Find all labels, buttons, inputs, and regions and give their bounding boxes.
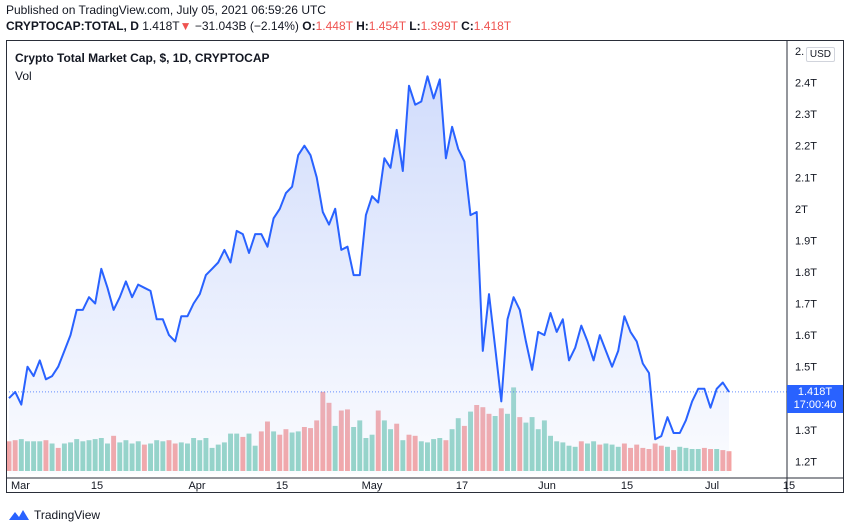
x-tick-label: 15 xyxy=(621,480,633,492)
y-tick-label: 1.5T xyxy=(795,362,817,374)
x-tick-label: Jun xyxy=(538,480,556,492)
currency-button[interactable]: USD xyxy=(805,47,835,62)
low-label: L: xyxy=(409,19,421,33)
chart-svg[interactable]: 1.2T 1.3T 1.5T 1.6T 1.7T 1.8T 1.9T 2T 2.1T 2.2T 2.… xyxy=(7,41,843,492)
last-price: 1.418T xyxy=(142,19,180,33)
y-tick-label: 1.7T xyxy=(795,299,817,311)
high-label: H: xyxy=(356,19,369,33)
y-tick-label: 2.4T xyxy=(795,78,817,90)
y-tick-label: 1.2T xyxy=(795,456,817,468)
x-tick-label: 15 xyxy=(276,480,288,492)
legend-title: Crypto Total Market Cap, $, 1D, CRYPTOCA… xyxy=(15,51,270,65)
y-tick-label: 2.3T xyxy=(795,109,817,121)
chart-header: Published on TradingView.com, July 05, 2… xyxy=(6,2,511,34)
y-tick-label: 2.1T xyxy=(795,172,817,184)
x-tick-label: Jul xyxy=(705,480,719,492)
published-line: Published on TradingView.com, July 05, 2… xyxy=(6,3,326,17)
y-tick-label: 1.8T xyxy=(795,267,817,279)
y-tick-label: 1.9T xyxy=(795,235,817,247)
x-tick-label: Apr xyxy=(188,480,205,492)
x-tick-label: May xyxy=(362,480,383,492)
x-tick-label: 15 xyxy=(91,480,103,492)
area-fill xyxy=(9,76,729,475)
y-tick-label: 2. xyxy=(795,46,804,58)
high-value: 1.454T xyxy=(368,19,406,33)
down-arrow-icon: ▼ xyxy=(179,19,192,33)
legend-vol: Vol xyxy=(15,69,32,83)
symbol-label: CRYPTOCAP:TOTAL, D xyxy=(6,19,139,33)
x-tick-label: 15 xyxy=(783,480,795,492)
x-tick-label: Mar xyxy=(11,480,30,492)
chart-legend: Crypto Total Market Cap, $, 1D, CRYPTOCA… xyxy=(15,49,270,85)
open-value: 1.448T xyxy=(315,19,353,33)
footer-brand: TradingView xyxy=(34,508,101,522)
x-tick-label: 17 xyxy=(456,480,468,492)
last-price-tag-countdown: 17:00:40 xyxy=(793,398,837,411)
close-value: 1.418T xyxy=(473,19,512,33)
chart-container[interactable]: 1.2T 1.3T 1.5T 1.6T 1.7T 1.8T 1.9T 2T 2.1T 2.2T 2.… xyxy=(6,40,844,493)
y-tick-label: 2.2T xyxy=(795,141,817,153)
y-tick-label: 1.6T xyxy=(795,330,817,342)
ohlc-line: CRYPTOCAP:TOTAL, D 1.418T▼ −31.043B (−2.… xyxy=(6,18,511,34)
last-price-tag: 1.418T 17:00:40 xyxy=(787,384,843,413)
low-value: 1.399T xyxy=(420,19,458,33)
tradingview-logo-icon xyxy=(9,510,29,520)
close-label: C: xyxy=(461,19,474,33)
price-change: −31.043B (−2.14%) xyxy=(194,19,299,33)
y-tick-label: 1.3T xyxy=(795,425,817,437)
open-label: O: xyxy=(302,19,316,33)
y-tick-label: 2T xyxy=(795,204,808,216)
last-price-tag-value: 1.418T xyxy=(797,385,833,398)
price-line xyxy=(8,75,730,441)
footer[interactable]: TradingView xyxy=(8,508,100,522)
